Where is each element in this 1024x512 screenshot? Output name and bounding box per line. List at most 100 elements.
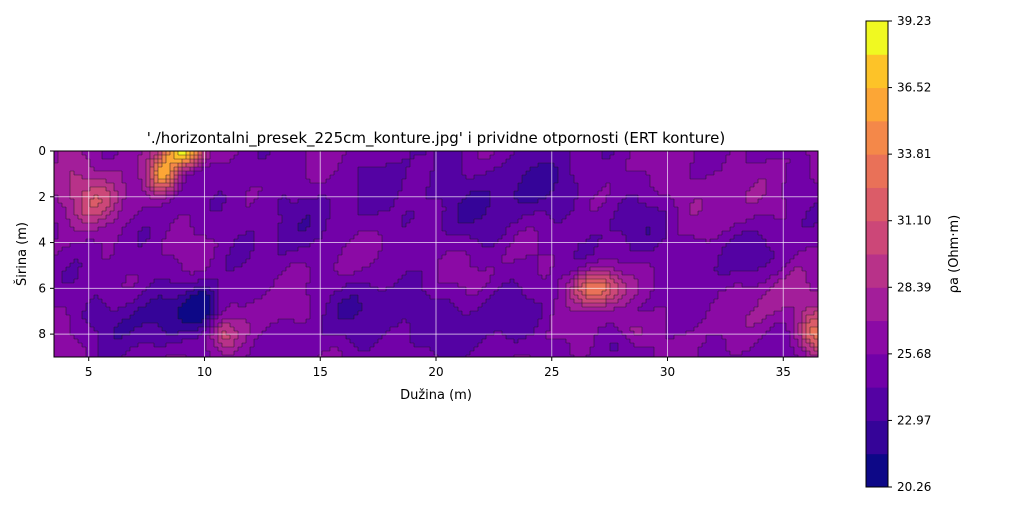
contour-cell bbox=[682, 207, 687, 212]
contour-cell bbox=[210, 243, 215, 248]
contour-cell bbox=[310, 231, 315, 236]
contour-cell bbox=[546, 167, 551, 172]
contour-cell bbox=[474, 207, 479, 212]
contour-cell bbox=[194, 243, 199, 248]
contour-cell bbox=[698, 163, 703, 168]
contour-cell bbox=[302, 167, 307, 172]
contour-cell bbox=[166, 243, 171, 248]
contour-cell bbox=[414, 215, 419, 220]
contour-cell bbox=[734, 251, 739, 256]
contour-cell bbox=[726, 187, 731, 192]
contour-cell bbox=[402, 215, 407, 220]
contour-cell bbox=[742, 239, 747, 244]
contour-cell bbox=[754, 151, 759, 156]
contour-cell bbox=[426, 231, 431, 236]
contour-cell bbox=[166, 155, 171, 160]
contour-cell bbox=[282, 235, 287, 240]
contour-cell bbox=[114, 207, 119, 212]
contour-cell bbox=[362, 155, 367, 160]
contour-cell bbox=[634, 163, 639, 168]
contour-cell bbox=[406, 203, 411, 208]
contour-cell bbox=[690, 203, 695, 208]
contour-cell bbox=[786, 243, 791, 248]
contour-cell bbox=[90, 231, 95, 236]
contour-cell bbox=[546, 163, 551, 168]
contour-cell bbox=[122, 199, 127, 204]
contour-cell bbox=[494, 191, 499, 196]
contour-cell bbox=[782, 183, 787, 188]
contour-cell bbox=[254, 159, 259, 164]
contour-cell bbox=[738, 175, 743, 180]
contour-cell bbox=[386, 231, 391, 236]
contour-cell bbox=[554, 215, 559, 220]
contour-cell bbox=[502, 251, 507, 256]
contour-cell bbox=[290, 219, 295, 224]
contour-cell bbox=[550, 151, 555, 156]
contour-cell bbox=[566, 247, 571, 252]
contour-cell bbox=[186, 151, 191, 156]
contour-cell bbox=[786, 159, 791, 164]
contour-cell bbox=[366, 183, 371, 188]
contour-cell bbox=[390, 235, 395, 240]
contour-cell bbox=[726, 231, 731, 236]
contour-cell bbox=[186, 227, 191, 232]
contour-cell bbox=[94, 179, 99, 184]
contour-cell bbox=[610, 155, 615, 160]
contour-cell bbox=[530, 179, 535, 184]
contour-cell bbox=[210, 187, 215, 192]
contour-cell bbox=[802, 247, 807, 252]
contour-cell bbox=[530, 163, 535, 168]
contour-cell bbox=[510, 183, 515, 188]
contour-cell bbox=[242, 191, 247, 196]
contour-cell bbox=[350, 223, 355, 228]
contour-cell bbox=[710, 179, 715, 184]
contour-cell bbox=[66, 159, 71, 164]
contour-cell bbox=[370, 187, 375, 192]
contour-cell bbox=[286, 207, 291, 212]
contour-cell bbox=[782, 235, 787, 240]
contour-cell bbox=[746, 235, 751, 240]
contour-cell bbox=[490, 199, 495, 204]
contour-cell bbox=[330, 247, 335, 252]
contour-cell bbox=[66, 199, 71, 204]
contour-cell bbox=[442, 195, 447, 200]
contour-cell bbox=[438, 243, 443, 248]
contour-cell bbox=[678, 243, 683, 248]
contour-cell bbox=[326, 159, 331, 164]
contour-cell bbox=[326, 243, 331, 248]
contour-cell bbox=[118, 219, 123, 224]
contour-cell bbox=[246, 231, 251, 236]
contour-cell bbox=[774, 183, 779, 188]
contour-cell bbox=[726, 199, 731, 204]
contour-cell bbox=[186, 231, 191, 236]
contour-cell bbox=[462, 163, 467, 168]
contour-cell bbox=[350, 251, 355, 256]
contour-cell bbox=[746, 243, 751, 248]
contour-cell bbox=[94, 183, 99, 188]
contour-cell bbox=[670, 199, 675, 204]
contour-cell bbox=[690, 155, 695, 160]
contour-cell bbox=[618, 183, 623, 188]
contour-cell bbox=[326, 195, 331, 200]
contour-cell bbox=[306, 227, 311, 232]
contour-cell bbox=[538, 219, 543, 224]
contour-cell bbox=[546, 159, 551, 164]
contour-cell bbox=[770, 207, 775, 212]
contour-cell bbox=[626, 151, 631, 156]
contour-cell bbox=[198, 163, 203, 168]
contour-cell bbox=[706, 151, 711, 156]
contour-cell bbox=[230, 191, 235, 196]
contour-cell bbox=[526, 215, 531, 220]
contour-cell bbox=[118, 159, 123, 164]
contour-cell bbox=[226, 159, 231, 164]
contour-cell bbox=[370, 175, 375, 180]
contour-cell bbox=[510, 219, 515, 224]
contour-cell bbox=[466, 155, 471, 160]
contour-cell bbox=[654, 235, 659, 240]
contour-cell bbox=[254, 207, 259, 212]
contour-cell bbox=[614, 251, 619, 256]
contour-cell bbox=[302, 191, 307, 196]
contour-cell bbox=[682, 195, 687, 200]
contour-cell bbox=[130, 219, 135, 224]
contour-cell bbox=[258, 247, 263, 252]
